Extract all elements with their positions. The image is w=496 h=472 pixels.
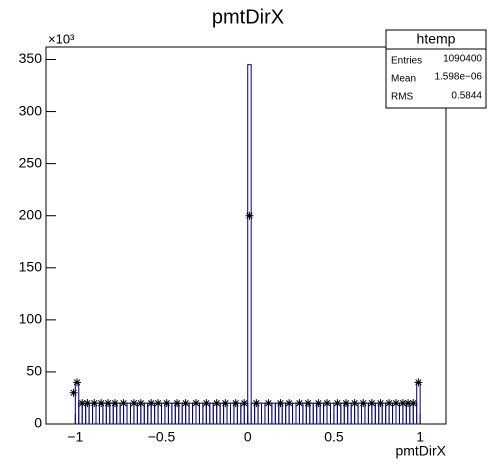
star-marker (78, 399, 87, 408)
star-marker (136, 399, 145, 408)
star-marker (385, 399, 394, 408)
x-tick-label: −1 (67, 429, 83, 445)
star-marker (181, 399, 190, 408)
x-tick-label: 0 (244, 429, 252, 445)
stats-value: 1.598e−06 (434, 72, 482, 83)
stats-key: Mean (391, 74, 416, 85)
star-marker (409, 399, 418, 408)
stats-box: htemp Entries 1090400 Mean 1.598e−06 RMS… (385, 29, 487, 109)
stats-frame (385, 29, 487, 109)
star-marker (414, 378, 423, 387)
y-tick-label: 300 (19, 102, 43, 118)
y-tick-label: 200 (19, 206, 43, 222)
star-marker (333, 399, 342, 408)
star-marker (104, 399, 113, 408)
star-marker (212, 399, 221, 408)
star-marker (376, 399, 385, 408)
bar (247, 64, 252, 425)
y-tick-label: 0 (34, 415, 42, 431)
x-tick-label: 1 (416, 429, 424, 445)
x-axis-label: pmtDirX (395, 443, 446, 459)
star-marker (276, 399, 285, 408)
y-tick-label: 150 (19, 258, 43, 274)
star-marker (69, 388, 78, 397)
star-marker (252, 399, 261, 408)
star-marker (404, 399, 413, 408)
star-marker (398, 399, 407, 408)
star-marker (359, 399, 368, 408)
x-tick-label: 0.5 (324, 429, 344, 445)
star-marker (192, 399, 200, 408)
y-tick-label: 250 (19, 154, 43, 170)
star-marker (245, 211, 254, 220)
chart-title: pmtDirX (212, 6, 284, 28)
star-marker (304, 399, 313, 408)
stats-key: RMS (391, 92, 414, 103)
y-multiplier: ×10³ (48, 31, 75, 46)
star-marker (173, 399, 182, 408)
star-marker (97, 399, 106, 408)
x-tick-label: −0.5 (148, 429, 176, 445)
star-marker (295, 399, 304, 408)
y-tick-label: 350 (19, 50, 43, 66)
star-marker (240, 399, 249, 408)
star-marker (90, 399, 99, 408)
star-marker (162, 399, 171, 408)
star-marker (285, 399, 294, 408)
star-marker (147, 399, 156, 408)
y-tick-label: 100 (19, 311, 43, 327)
y-tick-label: 50 (26, 363, 42, 379)
star-marker (314, 399, 323, 408)
star-marker (264, 399, 273, 408)
stats-value: 0.5844 (451, 91, 482, 102)
star-marker (73, 378, 82, 387)
star-marker (350, 399, 359, 408)
stats-key: Entries (391, 56, 422, 67)
star-marker (154, 399, 163, 408)
star-marker (323, 399, 332, 408)
star-marker (221, 399, 230, 408)
star-marker (129, 399, 138, 408)
stats-title: htemp (417, 31, 456, 47)
star-marker (83, 399, 92, 408)
stats-value: 1090400 (443, 54, 482, 65)
star-marker (119, 399, 128, 408)
star-marker (367, 399, 376, 408)
star-marker (110, 399, 119, 408)
star-marker (392, 399, 400, 408)
star-marker (202, 399, 211, 408)
star-marker (342, 399, 350, 408)
star-marker (231, 399, 240, 408)
